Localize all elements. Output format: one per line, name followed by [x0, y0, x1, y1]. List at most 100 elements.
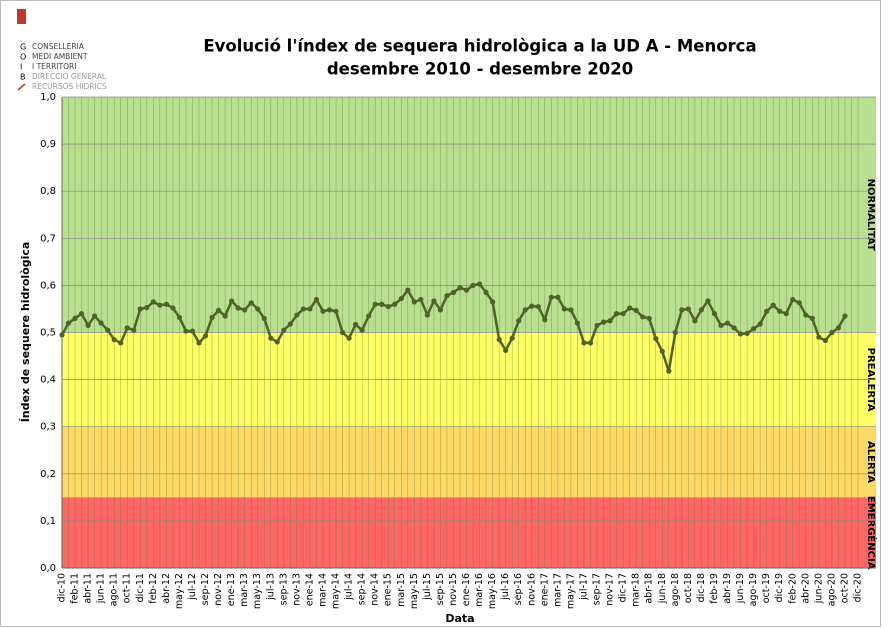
x-tick-label: jul-12: [187, 573, 198, 601]
point: [803, 312, 809, 318]
x-tick-label: nov-17: [605, 573, 616, 606]
logo-text: CONSELLERIA: [32, 42, 85, 51]
x-tick-label: ene-16: [461, 573, 472, 606]
point: [568, 307, 574, 313]
logo-slash: [17, 83, 26, 91]
logo-text: I TERRITORI: [32, 62, 76, 71]
point: [385, 303, 391, 310]
point: [790, 296, 796, 303]
x-tick-label: may-14: [331, 573, 342, 609]
y-tick-label: 0,2: [40, 469, 56, 480]
point: [255, 306, 261, 312]
point: [646, 315, 652, 321]
point: [503, 347, 509, 353]
y-tick-label: 0,4: [40, 375, 56, 386]
point: [209, 314, 215, 321]
point: [431, 298, 437, 304]
band-label: EMERGÈNCIA: [865, 496, 878, 570]
x-tick-label: jul-14: [344, 573, 355, 601]
point: [529, 303, 535, 309]
point: [483, 289, 489, 296]
x-tick-label: sep-15: [435, 573, 446, 605]
point: [215, 307, 222, 313]
x-tick-label: jul-15: [422, 573, 433, 601]
x-tick-label: mar-16: [474, 573, 485, 607]
point: [450, 289, 457, 296]
logo-text: RECURSOS HÍDRICS: [32, 82, 107, 91]
point: [581, 340, 587, 346]
point: [320, 308, 326, 314]
point: [118, 340, 124, 346]
point: [829, 329, 835, 336]
x-tick-label: feb-12: [148, 573, 159, 604]
x-tick-label: abr-12: [161, 573, 172, 604]
point: [92, 313, 98, 319]
y-tick-label: 0,1: [40, 516, 56, 527]
x-axis-label: Data: [445, 612, 474, 625]
x-tick-label: dic-17: [618, 573, 629, 602]
x-tick-label: jul-16: [500, 573, 511, 601]
logo: G O I B CONSELLERIA MEDI AMBIENT I TERRI…: [17, 9, 107, 91]
point: [796, 300, 802, 306]
point: [392, 301, 398, 307]
point: [587, 340, 594, 346]
x-tick-label: ene-15: [383, 573, 394, 606]
point: [698, 307, 705, 313]
chart-title: Evolució l'índex de sequera hidrològica …: [203, 37, 756, 56]
point: [307, 306, 313, 312]
point: [705, 298, 711, 304]
point: [366, 313, 372, 319]
band: [62, 426, 876, 498]
point: [711, 311, 718, 317]
x-tick-label: may-17: [565, 573, 576, 609]
x-tick-label: feb-20: [787, 573, 798, 604]
point: [65, 320, 72, 326]
point: [783, 311, 789, 317]
point: [131, 327, 137, 333]
x-tick-label: sep-12: [200, 573, 211, 605]
y-tick-label: 0,9: [40, 139, 56, 150]
point: [561, 306, 567, 312]
point: [842, 313, 848, 319]
x-tick-label: abr-19: [722, 573, 733, 604]
point: [353, 321, 359, 328]
point: [300, 306, 307, 312]
x-tick-label: feb-11: [70, 573, 81, 604]
x-tick-label: ene-14: [304, 573, 315, 606]
x-tick-label: mar-18: [631, 573, 642, 607]
logo-letter: B: [20, 73, 26, 82]
x-tick-label: nov-12: [213, 573, 224, 606]
x-tick-label: dic-10: [57, 573, 68, 602]
x-tick-label: may-15: [409, 573, 420, 609]
x-tick-label: jun-19: [735, 573, 746, 604]
point: [111, 336, 117, 343]
point: [398, 295, 404, 302]
point: [620, 311, 626, 317]
point: [640, 314, 646, 320]
x-tick-label: oct-19: [761, 573, 772, 603]
point: [516, 318, 522, 324]
x-tick-label: nov-16: [526, 573, 537, 606]
logo-emblem: [17, 9, 26, 24]
x-tick-label: jun-18: [657, 573, 668, 604]
x-tick-label: jul-13: [265, 573, 276, 601]
point: [124, 325, 130, 331]
point: [105, 327, 111, 333]
point: [98, 320, 104, 326]
x-tick-label: mar-13: [239, 573, 250, 607]
point: [737, 331, 744, 337]
point: [666, 368, 672, 374]
point: [751, 326, 757, 332]
x-tick-label: jul-17: [578, 573, 589, 601]
x-tick-label: feb-19: [709, 573, 720, 604]
point: [809, 315, 815, 321]
point: [229, 298, 235, 304]
x-tick-label: nov-14: [370, 573, 381, 606]
point: [248, 300, 254, 306]
point: [607, 318, 613, 324]
point: [542, 317, 548, 323]
point: [522, 307, 528, 313]
x-tick-label: abr-11: [83, 573, 94, 604]
